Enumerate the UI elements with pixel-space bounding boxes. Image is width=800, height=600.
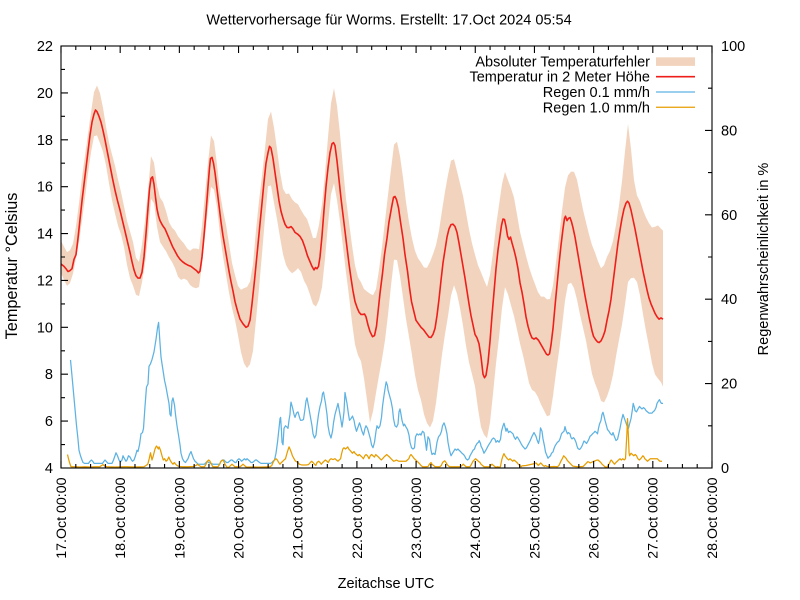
- svg-text:20: 20: [37, 86, 53, 102]
- svg-text:28.Oct 00:00: 28.Oct 00:00: [705, 477, 721, 558]
- svg-text:10: 10: [37, 320, 53, 336]
- svg-text:20: 20: [721, 377, 737, 393]
- svg-text:19.Oct 00:00: 19.Oct 00:00: [172, 477, 188, 558]
- svg-text:12: 12: [37, 273, 53, 289]
- svg-text:24.Oct 00:00: 24.Oct 00:00: [468, 477, 484, 558]
- svg-text:4: 4: [45, 461, 53, 477]
- svg-text:18: 18: [37, 133, 53, 149]
- svg-text:18.Oct 00:00: 18.Oct 00:00: [113, 477, 129, 558]
- svg-text:Temperatur °Celsius: Temperatur °Celsius: [3, 193, 21, 340]
- svg-text:Temperatur in 2 Meter Höhe: Temperatur in 2 Meter Höhe: [469, 70, 650, 86]
- svg-text:Zeitachse UTC: Zeitachse UTC: [338, 576, 435, 592]
- svg-text:0: 0: [721, 461, 729, 477]
- svg-text:Regenwahrscheinlichkeit in %: Regenwahrscheinlichkeit in %: [756, 163, 772, 356]
- svg-text:6: 6: [45, 414, 53, 430]
- svg-text:21.Oct 00:00: 21.Oct 00:00: [291, 477, 307, 558]
- svg-text:8: 8: [45, 367, 53, 383]
- svg-text:Wettervorhersage für Worms. Er: Wettervorhersage für Worms. Erstellt: 17…: [206, 13, 571, 29]
- svg-text:Regen 0.1 mm/h: Regen 0.1 mm/h: [543, 85, 650, 101]
- svg-text:14: 14: [37, 227, 53, 243]
- svg-text:Absoluter Temperaturfehler: Absoluter Temperaturfehler: [475, 55, 650, 71]
- svg-text:25.Oct 00:00: 25.Oct 00:00: [527, 477, 543, 558]
- svg-text:80: 80: [721, 123, 737, 139]
- svg-text:100: 100: [721, 39, 745, 55]
- svg-text:22.Oct 00:00: 22.Oct 00:00: [350, 477, 366, 558]
- svg-text:27.Oct 00:00: 27.Oct 00:00: [646, 477, 662, 558]
- svg-text:23.Oct 00:00: 23.Oct 00:00: [409, 477, 425, 558]
- svg-text:22: 22: [37, 39, 53, 55]
- svg-text:26.Oct 00:00: 26.Oct 00:00: [587, 477, 603, 558]
- svg-text:60: 60: [721, 208, 737, 224]
- svg-text:40: 40: [721, 292, 737, 308]
- svg-text:20.Oct 00:00: 20.Oct 00:00: [231, 477, 247, 558]
- svg-text:Regen 1.0 mm/h: Regen 1.0 mm/h: [543, 100, 650, 116]
- svg-text:17.Oct 00:00: 17.Oct 00:00: [54, 477, 70, 558]
- svg-text:16: 16: [37, 180, 53, 196]
